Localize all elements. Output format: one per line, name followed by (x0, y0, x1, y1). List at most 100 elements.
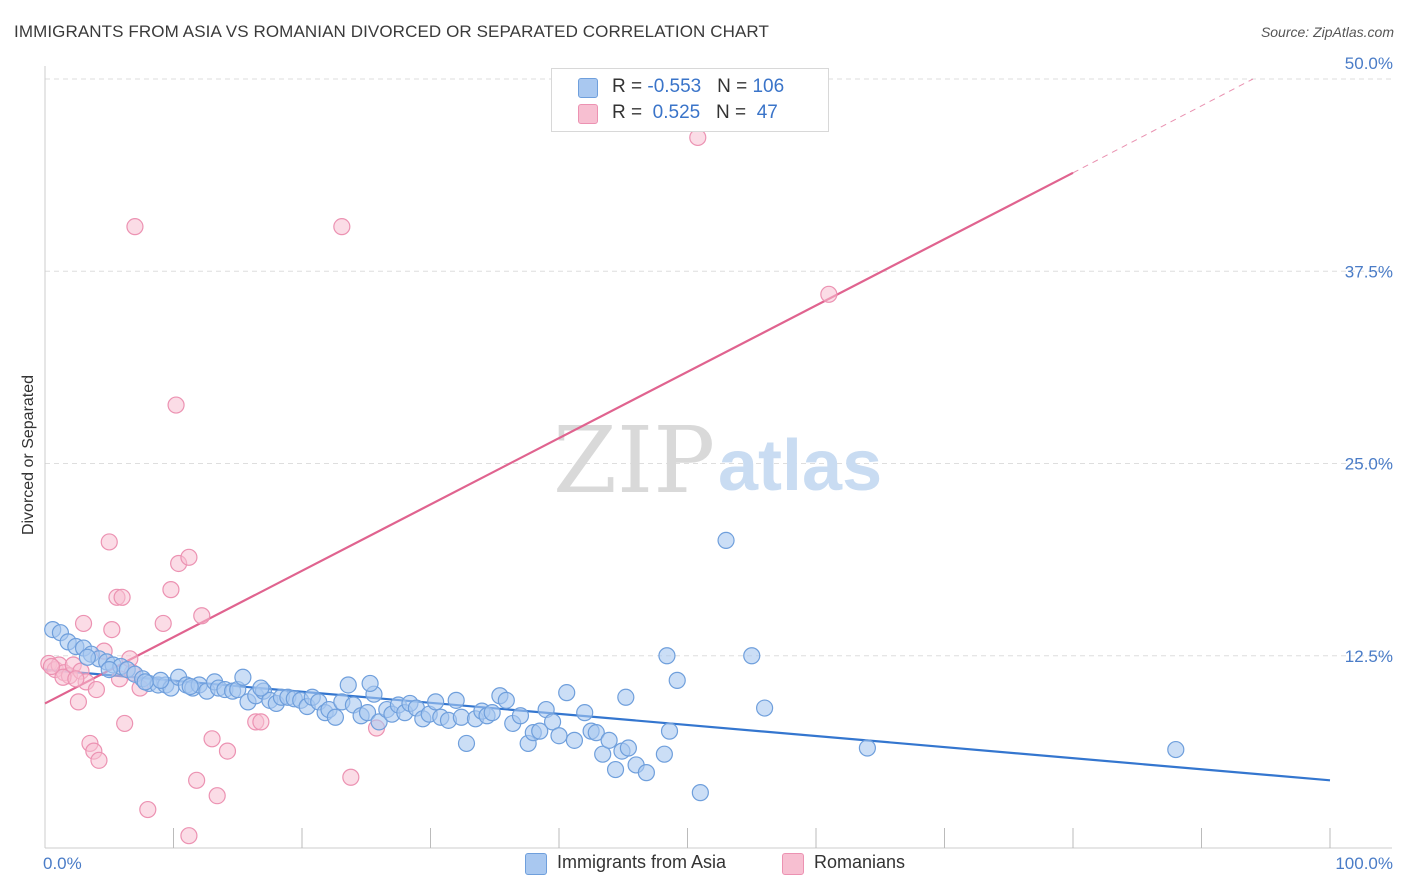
romanians-point (139, 800, 157, 819)
y-tick-label: 25.0% (1345, 455, 1393, 474)
romanians-r-value: 0.525 (647, 102, 701, 123)
romanians-point (167, 396, 185, 414)
romanians-point (180, 548, 198, 566)
asia-point (743, 647, 761, 665)
watermark-zip: ZIP (553, 407, 715, 514)
asia-point (576, 704, 594, 722)
asia-point (452, 708, 470, 726)
romanians-point (162, 581, 180, 599)
romanians-point (252, 713, 270, 731)
asia-point (427, 693, 445, 711)
romanians-point (113, 588, 131, 606)
romanians-point (342, 768, 360, 786)
romanians-point (180, 827, 198, 845)
asia-point (619, 739, 637, 757)
asia-point (100, 660, 118, 679)
x-tick-label: 0.0% (43, 854, 82, 873)
series-legend: Immigrants from Asia Romanians (0, 851, 1406, 879)
romanians-point (203, 730, 221, 748)
y-tick-label: 37.5% (1345, 262, 1393, 281)
asia-point (1167, 740, 1185, 759)
romanians-point (90, 751, 108, 769)
asia-r-value: -0.553 (647, 76, 702, 97)
asia-point (637, 764, 655, 782)
romanians-point (154, 614, 172, 633)
romanians-n-value: 47 (751, 102, 778, 123)
asia-point (558, 684, 576, 702)
tick-labels: 12.5% 25.0% 37.5% 50.0% 0.0% 100.0% (43, 54, 1393, 873)
asia-legend-swatch (525, 853, 547, 875)
asia-point (606, 760, 625, 779)
asia-point (361, 674, 379, 693)
romanians-legend-swatch (782, 853, 804, 875)
romanians-point (188, 771, 206, 789)
romanians-legend-label: Romanians (814, 852, 906, 872)
asia-point (531, 722, 549, 740)
legend-row-romanians: R = 0.525 N = 47 (578, 102, 778, 126)
romanians-point (100, 533, 118, 551)
asia-point (858, 739, 877, 757)
asia-point (181, 677, 199, 696)
asia-point (550, 727, 568, 745)
romanians-point (333, 218, 351, 236)
romanians-point (69, 693, 88, 711)
source-label: Source: ZipAtlas.com (1260, 24, 1394, 40)
y-tick-label: 12.5% (1345, 647, 1393, 666)
romanians-trend-line (44, 171, 1074, 705)
asia-point (78, 648, 97, 666)
asia-point (326, 708, 345, 726)
x-tick-label: 100.0% (1335, 854, 1393, 873)
romanians-point (67, 670, 85, 688)
asia-point (691, 784, 709, 802)
asia-point (447, 691, 465, 709)
asia-point (717, 531, 735, 550)
romanians-point (218, 742, 237, 760)
legend-row-asia: R = -0.553 N = 106 (578, 76, 784, 100)
romanians-point (103, 621, 121, 639)
asia-point (511, 707, 530, 725)
asia-point (497, 691, 515, 709)
asia-point (370, 713, 388, 731)
romanians-n-label: N = (716, 102, 752, 123)
asia-point (658, 647, 676, 665)
asia-r-label: R = (612, 76, 648, 97)
romanians-trend-extension (1072, 78, 1254, 174)
asia-legend-label: Immigrants from Asia (557, 852, 727, 872)
chart-title: IMMIGRANTS FROM ASIA VS ROMANIAN DIVORCE… (14, 22, 769, 41)
watermark: ZIP atlas (553, 407, 882, 514)
romanians-point (193, 607, 211, 625)
romanians-point (74, 614, 93, 633)
asia-swatch (578, 78, 598, 98)
asia-point (457, 734, 476, 753)
asia-point (600, 731, 618, 749)
asia-point (660, 722, 679, 740)
asia-point (234, 668, 252, 686)
romanians-r-label: R = (612, 102, 648, 123)
asia-n-label: N = (717, 76, 753, 97)
asia-point (655, 745, 673, 763)
asia-point (358, 704, 377, 722)
asia-point (565, 731, 584, 749)
correlation-legend: R = -0.553 N = 106 R = 0.525 N = 47 (551, 68, 829, 132)
asia-n-value: 106 (752, 76, 785, 97)
asia-points (44, 531, 1185, 802)
romanians-point (87, 680, 106, 699)
romanians-point (116, 714, 134, 733)
asia-point (483, 704, 501, 722)
asia-point (587, 724, 605, 742)
asia-point (252, 679, 270, 697)
asia-point (755, 699, 774, 717)
romanians-point (42, 657, 61, 676)
romanians-point (208, 787, 226, 805)
asia-point (136, 673, 154, 691)
romanians-point (126, 218, 144, 236)
grid-lines (45, 78, 1392, 657)
y-axis-label: Divorced or Separated (20, 375, 37, 535)
asia-point (594, 745, 612, 763)
y-tick-label: 50.0% (1345, 54, 1393, 73)
asia-point (543, 713, 562, 731)
asia-point (668, 671, 686, 689)
asia-point (617, 688, 635, 706)
asia-point (339, 676, 357, 694)
